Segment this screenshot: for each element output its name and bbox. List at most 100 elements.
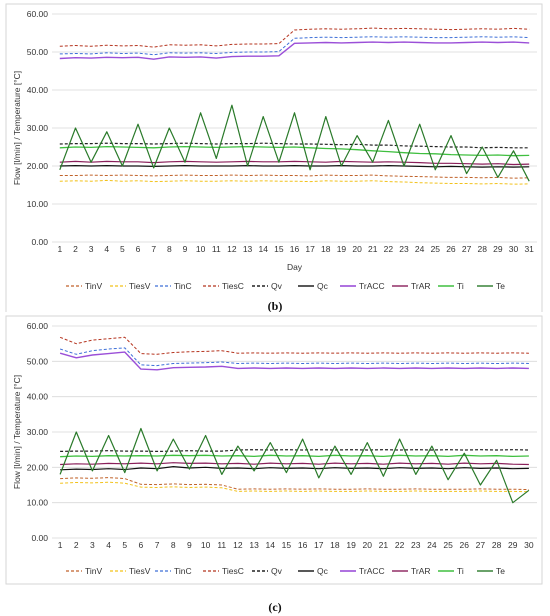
x-tick-label: 15 [282, 540, 292, 550]
legend-item-tinc: TinC [155, 281, 192, 291]
chart-panel-b: 0.00 10.00 20.00 30.00 40.00 50.00 60.00 1 2 3 4 5 6… [5, 3, 543, 312]
x-tick-label: 8 [171, 540, 176, 550]
x-tick-label: 9 [187, 540, 192, 550]
x-tick-label: 25 [443, 540, 453, 550]
x-tick-label: 11 [212, 244, 221, 254]
chart-frame [5, 3, 543, 312]
series-line-trar [59, 160, 530, 166]
legend-item-trar: TrAR [392, 281, 431, 291]
legend-label: Te [496, 566, 505, 576]
x-tick-label: 5 [122, 540, 127, 550]
series-line-tiesc [59, 27, 530, 48]
x-tick-label: 10 [201, 540, 211, 550]
legend-label: TinC [174, 566, 192, 576]
series-line-trar [60, 462, 529, 466]
chart-panel-c: 0.00 10.00 20.00 30.00 40.00 50.00 60.00 1 2 3 4 5 6… [0, 312, 550, 616]
x-tick-label: 16 [290, 244, 300, 254]
legend-item-ti: Ti [438, 281, 464, 291]
x-tick-label: 19 [337, 244, 347, 254]
legend-label: TiesC [222, 566, 244, 576]
x-tick-label: 3 [90, 540, 95, 550]
series-line-tinc [59, 347, 529, 367]
legend-item-tiesc: TiesC [203, 566, 244, 576]
legend-label: Qc [317, 281, 329, 291]
y-tick-label: 40.00 [27, 392, 49, 402]
x-tick-label: 20 [352, 244, 362, 254]
y-axis-title: Flow [l/min] / Temperature [°C] [12, 375, 22, 489]
y-tick-label: 0.00 [31, 533, 48, 543]
x-tick-label: 23 [399, 244, 409, 254]
y-tick-label: 30.00 [27, 427, 49, 437]
x-tick-label: 22 [395, 540, 405, 550]
legend-item-te: Te [477, 281, 505, 291]
legend-label: Te [496, 281, 505, 291]
x-tick-label: 27 [476, 540, 486, 550]
legend-label: TrAR [411, 566, 431, 576]
x-tick-label: 29 [508, 540, 518, 550]
legend-item-tinv: TinV [66, 281, 102, 291]
x-tick-label: 26 [446, 244, 456, 254]
x-tick-label: 2 [73, 244, 78, 254]
legend-label: TiesV [129, 566, 151, 576]
series-line-te [59, 427, 530, 504]
legend-label: TrAR [411, 281, 431, 291]
y-tick-label: 40.00 [27, 85, 49, 95]
x-tick-label: 15 [274, 244, 284, 254]
x-tick-label: 2 [74, 540, 79, 550]
y-tick-label: 50.00 [27, 47, 49, 57]
x-tick-label: 27 [462, 244, 472, 254]
series-line-te [59, 104, 530, 182]
legend-label: Ti [457, 566, 464, 576]
legend-item-trar: TrAR [392, 566, 431, 576]
x-tick-label: 28 [492, 540, 502, 550]
series-line-tiesv [59, 179, 530, 185]
panel-caption: (b) [268, 299, 283, 312]
legend-item-qc: Qc [298, 281, 329, 291]
series-line-tracc [59, 351, 529, 371]
y-tick-label: 10.00 [27, 498, 49, 508]
y-tick-label: 60.00 [27, 321, 49, 331]
legend-label: TinC [174, 281, 192, 291]
legend-item-tiesv: TiesV [110, 566, 151, 576]
x-tick-label: 11 [217, 540, 226, 550]
series-line-qv [60, 449, 529, 452]
x-tick-label: 30 [524, 540, 534, 550]
panel-caption: (c) [268, 600, 281, 614]
legend-item-tiesc: TiesC [203, 281, 244, 291]
x-tick-label: 30 [509, 244, 519, 254]
legend-item-ti: Ti [438, 566, 464, 576]
y-tick-label: 20.00 [27, 161, 49, 171]
x-tick-label: 7 [155, 540, 160, 550]
legend-item-qv: Qv [252, 566, 283, 576]
legend-label: TrACC [359, 566, 385, 576]
series-line-tinv [60, 477, 529, 491]
series-line-tiesv [60, 481, 529, 493]
legend-label: TiesC [222, 281, 244, 291]
x-tick-label: 1 [57, 244, 62, 254]
x-tick-label: 26 [460, 540, 470, 550]
x-tick-label: 4 [106, 540, 111, 550]
x-tick-label: 12 [227, 244, 237, 254]
x-tick-label: 18 [330, 540, 340, 550]
x-tick-label: 3 [89, 244, 94, 254]
series-line-qc [59, 165, 530, 168]
y-tick-label: 10.00 [27, 199, 49, 209]
x-tick-label: 1 [58, 540, 63, 550]
series-line-tracc [59, 41, 530, 60]
legend-item-tiesv: TiesV [110, 281, 151, 291]
x-tick-label: 13 [249, 540, 259, 550]
x-tick-label: 23 [411, 540, 421, 550]
x-tick-label: 22 [384, 244, 394, 254]
series-line-ti [59, 145, 530, 157]
x-tick-label: 8 [167, 244, 172, 254]
y-tick-label: 60.00 [27, 9, 49, 19]
x-tick-label: 14 [258, 244, 268, 254]
x-tick-label: 21 [368, 244, 378, 254]
x-tick-label: 28 [478, 244, 488, 254]
x-tick-label: 17 [305, 244, 315, 254]
series-line-tiesc [59, 336, 529, 355]
legend-label: TiesV [129, 281, 151, 291]
legend-item-qc: Qc [298, 566, 329, 576]
